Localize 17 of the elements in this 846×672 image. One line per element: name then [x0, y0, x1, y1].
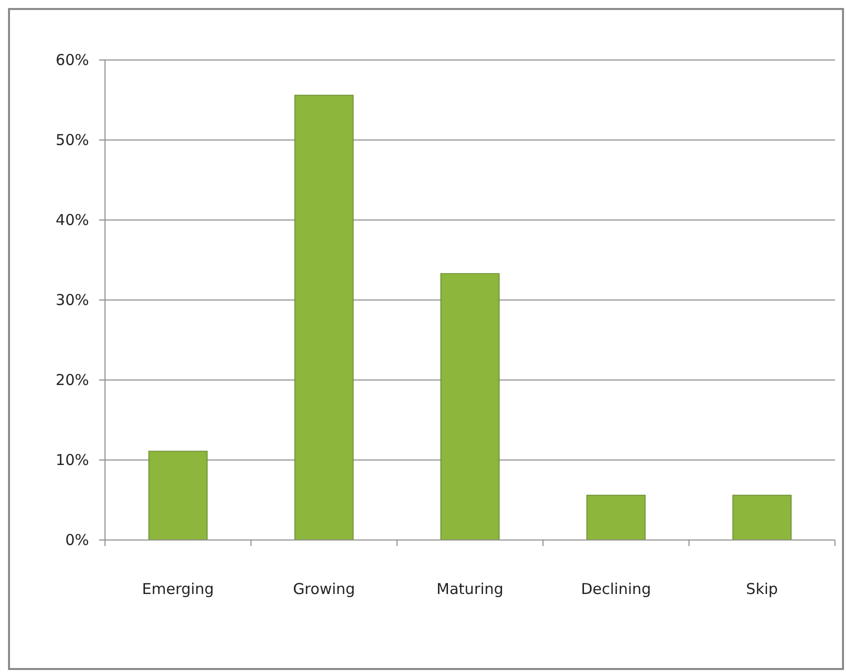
- y-tick-label: 50%: [56, 130, 89, 149]
- y-tick-label: 30%: [56, 290, 89, 309]
- y-tick-label: 20%: [56, 370, 89, 389]
- x-tick-label: Emerging: [142, 580, 214, 598]
- x-tick-label: Skip: [746, 580, 778, 598]
- bar: [148, 450, 208, 540]
- bar: [440, 273, 500, 540]
- y-tick-label: 0%: [65, 530, 89, 549]
- x-tick-label: Declining: [580, 580, 652, 598]
- bar: [586, 494, 646, 540]
- y-tick-label: 10%: [56, 450, 89, 469]
- y-tick-label: 40%: [56, 210, 89, 229]
- bar: [294, 94, 354, 540]
- y-tick-label: 60%: [56, 50, 89, 69]
- bar: [732, 494, 792, 540]
- x-tick-label: Maturing: [436, 580, 504, 598]
- x-tick-label: Growing: [292, 580, 356, 598]
